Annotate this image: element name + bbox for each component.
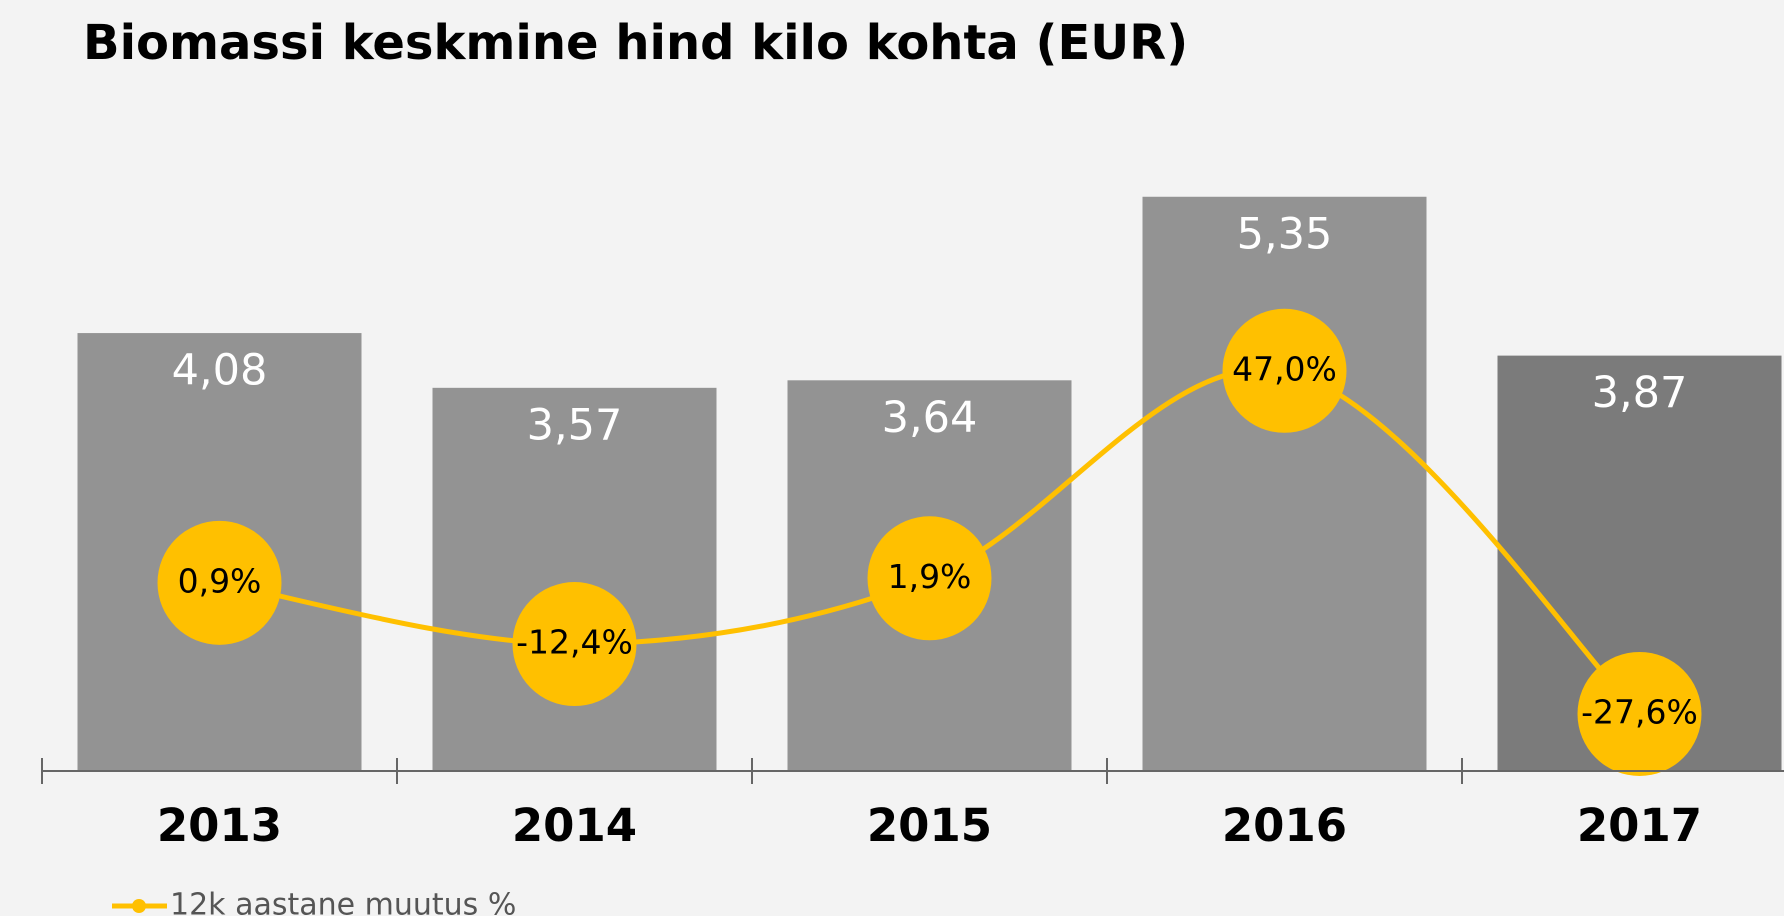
- line-point: [867, 516, 992, 641]
- legend-marker: [132, 899, 146, 913]
- x-tick-label: 2017: [1577, 799, 1702, 852]
- bar: [432, 387, 717, 771]
- bar: [1142, 196, 1427, 771]
- point-value-label: 1,9%: [888, 557, 972, 596]
- x-tick-label: 2013: [157, 799, 282, 852]
- x-tick-label: 2016: [1222, 799, 1347, 852]
- bar-value-label: 4,08: [172, 346, 268, 396]
- point-value-label: 47,0%: [1232, 349, 1337, 388]
- bar-value-label: 5,35: [1237, 209, 1333, 259]
- bar-value-label: 3,87: [1592, 368, 1688, 418]
- bar-value-label: 3,57: [527, 400, 623, 450]
- line-point: [1577, 651, 1702, 776]
- line-point: [1222, 308, 1347, 433]
- line-point: [157, 520, 282, 645]
- chart-title: Biomassi keskmine hind kilo kohta (EUR): [83, 15, 1188, 71]
- x-tick-label: 2015: [867, 799, 992, 852]
- legend-label: 12k aastane muutus %: [170, 888, 516, 916]
- bar-value-label: 3,64: [882, 393, 978, 443]
- point-value-label: 0,9%: [178, 561, 262, 600]
- x-tick-label: 2014: [512, 799, 637, 852]
- point-value-label: -12,4%: [516, 623, 633, 662]
- line-point: [512, 582, 637, 707]
- point-value-label: -27,6%: [1581, 692, 1698, 731]
